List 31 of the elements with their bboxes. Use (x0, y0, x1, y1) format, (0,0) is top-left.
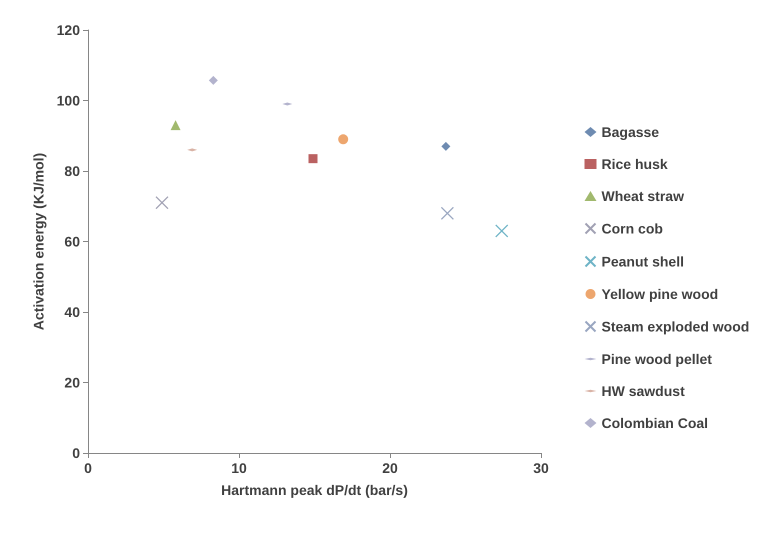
legend-label: Steam exploded wood (602, 318, 750, 334)
y-tick-label: 80 (64, 163, 80, 179)
x-tick-label: 20 (382, 460, 398, 476)
legend-label: Pine wood pellet (602, 351, 712, 367)
legend-label: Colombian Coal (602, 415, 708, 431)
point (440, 206, 454, 220)
legend-label: Bagasse (602, 124, 660, 140)
legend-label: HW sawdust (602, 383, 686, 399)
y-tick-label: 20 (64, 374, 80, 390)
legend-label: Wheat straw (602, 188, 684, 204)
point (170, 120, 181, 130)
point (495, 224, 508, 238)
point (338, 134, 348, 144)
y-tick-label: 40 (64, 304, 80, 320)
legend-label: Peanut shell (602, 254, 684, 270)
x-tick-label: 30 (533, 460, 549, 476)
legend-label: Rice husk (602, 156, 668, 172)
point (308, 154, 318, 164)
y-tick-label: 0 (72, 445, 80, 461)
y-tick-label: 100 (56, 92, 80, 108)
point (441, 142, 450, 151)
x-tick-label: 10 (231, 460, 247, 476)
point (155, 196, 169, 210)
point (208, 76, 218, 85)
legend-label: Yellow pine wood (602, 286, 718, 302)
legend-label: Corn cob (602, 220, 663, 236)
y-tick-label: 60 (64, 234, 80, 250)
x-axis-title: Hartmann peak dP/dt (bar/s) (221, 482, 408, 498)
y-tick-label: 120 (56, 22, 80, 38)
x-tick-label: 0 (84, 460, 92, 476)
y-axis-title: Activation energy (KJ/mol) (30, 152, 47, 330)
